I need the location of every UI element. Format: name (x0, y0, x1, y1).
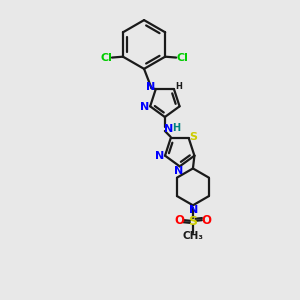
Text: Cl: Cl (176, 53, 188, 63)
Text: N: N (189, 206, 198, 215)
Text: O: O (201, 214, 211, 227)
Text: N: N (155, 151, 164, 161)
Text: S: S (188, 215, 197, 228)
Text: H: H (172, 123, 180, 133)
Text: N: N (146, 82, 156, 92)
Text: N: N (164, 124, 173, 134)
Text: N: N (140, 102, 149, 112)
Text: N: N (174, 166, 183, 176)
Text: Cl: Cl (100, 53, 112, 63)
Text: CH₃: CH₃ (182, 231, 203, 241)
Text: H: H (175, 82, 182, 91)
Text: S: S (190, 132, 198, 142)
Text: O: O (175, 214, 185, 227)
